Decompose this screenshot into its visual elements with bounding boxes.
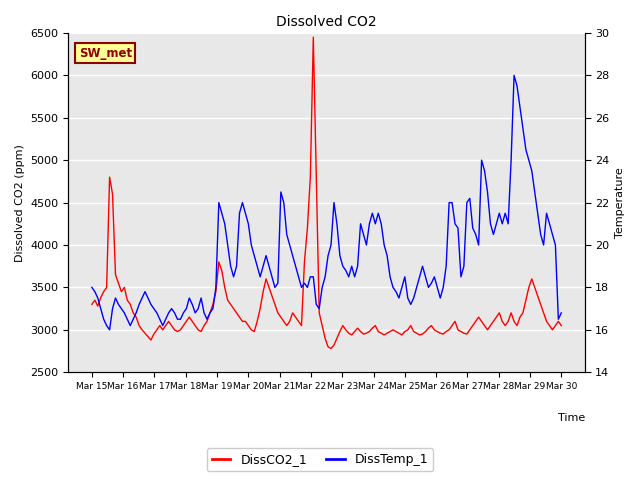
DissCO2_1	[540, 310, 547, 316]
Line: DissCO2_1: DissCO2_1	[92, 37, 561, 348]
DissTemp_1	[186, 295, 193, 301]
Line: DissTemp_1: DissTemp_1	[92, 75, 561, 330]
DissCO2_1	[88, 301, 96, 307]
DissCO2_1	[327, 346, 335, 351]
Title: Dissolved CO2: Dissolved CO2	[276, 15, 377, 29]
Legend: DissCO2_1, DissTemp_1: DissCO2_1, DissTemp_1	[207, 448, 433, 471]
DissTemp_1	[106, 327, 113, 333]
DissTemp_1	[540, 242, 547, 248]
DissTemp_1	[557, 310, 565, 316]
DissTemp_1	[351, 274, 358, 280]
DissTemp_1	[88, 285, 96, 290]
Text: SW_met: SW_met	[79, 47, 132, 60]
DissTemp_1	[510, 72, 518, 78]
DissCO2_1	[310, 34, 317, 40]
DissCO2_1	[398, 332, 406, 338]
DissCO2_1	[477, 318, 485, 324]
DissTemp_1	[395, 295, 403, 301]
DissCO2_1	[182, 318, 190, 324]
Y-axis label: Temperature: Temperature	[615, 167, 625, 238]
X-axis label: Time: Time	[557, 413, 585, 423]
DissCO2_1	[354, 325, 362, 331]
DissCO2_1	[221, 285, 228, 290]
DissTemp_1	[224, 242, 232, 248]
DissCO2_1	[557, 323, 565, 328]
Y-axis label: Dissolved CO2 (ppm): Dissolved CO2 (ppm)	[15, 144, 25, 262]
DissTemp_1	[475, 242, 483, 248]
